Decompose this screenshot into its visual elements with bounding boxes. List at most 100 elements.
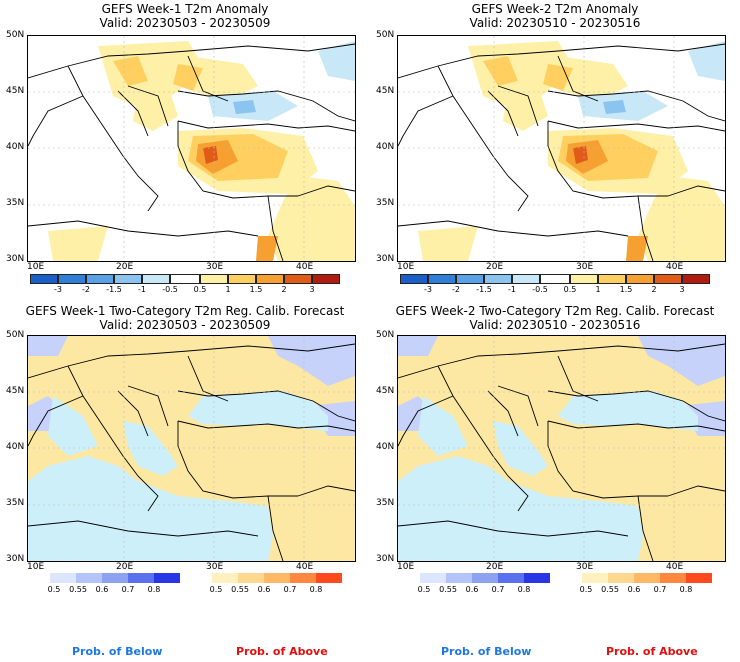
lon-label: 30E <box>576 562 594 572</box>
lat-label: 50N <box>376 330 395 340</box>
anomaly-map <box>27 35 356 262</box>
panel-week1-probability: GEFS Week-1 Two-Category T2m Reg. Calib.… <box>0 300 370 600</box>
lat-label: 30N <box>376 254 395 264</box>
colorbar-label: -3 <box>424 285 432 294</box>
lat-label: 45N <box>6 386 25 396</box>
colorbar-label: 0.6 <box>257 585 271 594</box>
colorbar-label: 0.5 <box>417 585 431 594</box>
colorbar-label: 0.55 <box>439 585 457 594</box>
map-canvas <box>398 36 725 261</box>
lat-label: 40N <box>6 142 25 152</box>
colorbar-label: 0.8 <box>679 585 693 594</box>
lat-label: 35N <box>376 498 395 508</box>
colorbar-label: 0.6 <box>465 585 479 594</box>
lon-label: 10E <box>27 262 45 272</box>
lat-label: 50N <box>376 30 395 40</box>
colorbar-label: 0.5 <box>579 585 593 594</box>
colorbar-label: 0.5 <box>47 585 61 594</box>
anomaly-colorbar: -3 -2 -1.5 -1 -0.5 0.5 1 1.5 2 3 <box>30 274 340 298</box>
colorbar-label: -2 <box>452 285 460 294</box>
colorbar-label: 1.5 <box>249 285 263 294</box>
lat-label: 35N <box>376 198 395 208</box>
lon-label: 10E <box>397 262 415 272</box>
lon-label: 20E <box>486 562 504 572</box>
lat-label: 40N <box>376 442 395 452</box>
lon-label: 30E <box>206 262 224 272</box>
colorbar-label: 0.6 <box>627 585 641 594</box>
prob-above-colorbar: 0.5 0.55 0.6 0.7 0.8 <box>209 573 347 597</box>
colorbar-label: 0.55 <box>601 585 619 594</box>
panel-week2-anomaly: GEFS Week-2 T2m Anomaly Valid: 20230510 … <box>370 0 740 300</box>
colorbar-label: 0.8 <box>309 585 323 594</box>
colorbar-label: -2 <box>82 285 90 294</box>
colorbar-label: -0.5 <box>162 285 178 294</box>
prob-below-colorbar: 0.5 0.55 0.6 0.7 0.8 <box>47 573 185 597</box>
lon-label: 40E <box>296 562 314 572</box>
prob-above-label: Prob. of Above <box>236 645 328 658</box>
colorbar-label: -1.5 <box>476 285 492 294</box>
lon-label: 30E <box>206 562 224 572</box>
colorbar-label: 0.7 <box>121 585 135 594</box>
lat-label: 45N <box>376 86 395 96</box>
lat-label: 45N <box>376 386 395 396</box>
anomaly-map <box>397 35 726 262</box>
lon-label: 10E <box>27 562 45 572</box>
panel-title: GEFS Week-2 Two-Category T2m Reg. Calib.… <box>395 304 715 318</box>
colorbar-label: -1 <box>138 285 146 294</box>
colorbar-label: 2 <box>651 285 657 294</box>
colorbar-label: 0.8 <box>517 585 531 594</box>
colorbar-label: 0.5 <box>209 585 223 594</box>
probability-map <box>27 335 356 562</box>
lat-label: 40N <box>376 142 395 152</box>
prob-above-label: Prob. of Above <box>606 645 698 658</box>
colorbar-label: 0.55 <box>69 585 87 594</box>
lon-label: 40E <box>666 562 684 572</box>
panel-week2-probability: GEFS Week-2 Two-Category T2m Reg. Calib.… <box>370 300 740 600</box>
lat-label: 30N <box>6 254 25 264</box>
colorbar-label: -1 <box>508 285 516 294</box>
colorbar-label: 1 <box>595 285 601 294</box>
prob-below-colorbar: 0.5 0.55 0.6 0.7 0.8 <box>417 573 555 597</box>
map-canvas <box>398 336 725 561</box>
lat-label: 45N <box>6 86 25 96</box>
anomaly-colorbar: -3 -2 -1.5 -1 -0.5 0.5 1 1.5 2 3 <box>400 274 710 298</box>
colorbar-label: 0.7 <box>283 585 297 594</box>
map-canvas <box>28 336 355 561</box>
lon-label: 20E <box>116 562 134 572</box>
colorbar-label: 1 <box>225 285 231 294</box>
colorbar-label: 0.7 <box>491 585 505 594</box>
colorbar-label: 0.5 <box>193 285 207 294</box>
colorbar-label: 0.7 <box>653 585 667 594</box>
prob-above-colorbar: 0.5 0.55 0.6 0.7 0.8 <box>579 573 717 597</box>
lon-label: 40E <box>296 262 314 272</box>
colorbar-label: 3 <box>679 285 685 294</box>
lon-label: 20E <box>486 262 504 272</box>
lon-label: 40E <box>666 262 684 272</box>
lon-label: 20E <box>116 262 134 272</box>
panel-title: GEFS Week-2 T2m Anomaly <box>471 2 639 16</box>
panel-valid-dates: Valid: 20230510 - 20230516 <box>469 16 641 30</box>
lat-label: 30N <box>6 554 25 564</box>
probability-map <box>397 335 726 562</box>
lon-label: 30E <box>576 262 594 272</box>
lat-label: 50N <box>6 330 25 340</box>
colorbar-label: 0.5 <box>563 285 577 294</box>
panel-week1-anomaly: GEFS Week-1 T2m Anomaly Valid: 20230503 … <box>0 0 370 300</box>
map-canvas <box>28 36 355 261</box>
lat-label: 30N <box>376 554 395 564</box>
colorbar-label: -1.5 <box>106 285 122 294</box>
prob-below-label: Prob. of Below <box>72 645 163 658</box>
lat-label: 40N <box>6 442 25 452</box>
colorbar-label: 0.6 <box>95 585 109 594</box>
panel-valid-dates: Valid: 20230503 - 20230509 <box>99 16 271 30</box>
panel-valid-dates: Valid: 20230503 - 20230509 <box>99 318 271 332</box>
lat-label: 50N <box>6 30 25 40</box>
colorbar-label: 1.5 <box>619 285 633 294</box>
panel-valid-dates: Valid: 20230510 - 20230516 <box>469 318 641 332</box>
panel-title: GEFS Week-1 T2m Anomaly <box>101 2 269 16</box>
prob-below-label: Prob. of Below <box>441 645 532 658</box>
panel-title: GEFS Week-1 Two-Category T2m Reg. Calib.… <box>25 304 345 318</box>
colorbar-label: 3 <box>309 285 315 294</box>
colorbar-label: 0.8 <box>147 585 161 594</box>
colorbar-label: 0.55 <box>231 585 249 594</box>
